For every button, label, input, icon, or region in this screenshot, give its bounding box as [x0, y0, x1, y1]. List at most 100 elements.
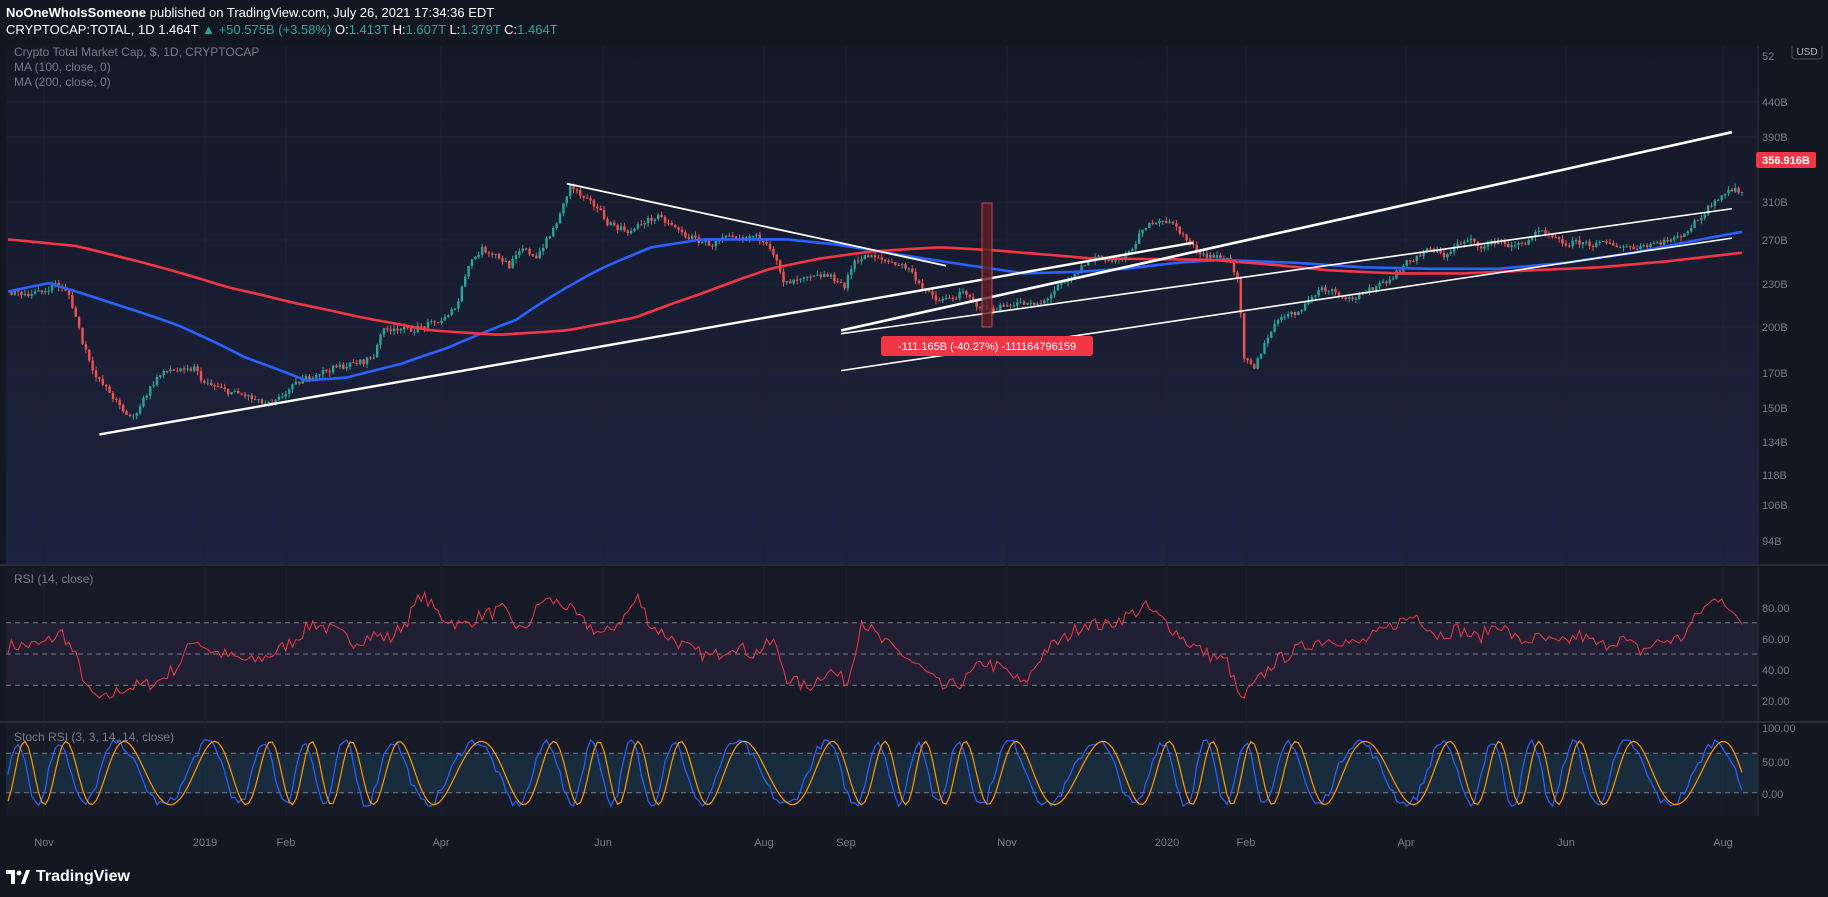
candle-body: [856, 260, 860, 262]
candle-body: [359, 359, 362, 364]
candle-body: [613, 222, 616, 226]
candle-body: [1601, 241, 1605, 243]
rsi-tick-label: 40.00: [1762, 665, 1790, 677]
legend-ma200[interactable]: MA (200, close, 0): [14, 75, 111, 89]
candle-body: [545, 238, 548, 248]
candle-body: [941, 298, 944, 301]
candle-body: [1012, 305, 1016, 307]
low-value: 1.379T: [460, 22, 501, 37]
candle-body: [839, 282, 843, 284]
trendline-support[interactable]: [99, 241, 1194, 436]
candle-body: [1158, 221, 1161, 223]
candle-body: [294, 381, 298, 385]
candle-body: [802, 277, 806, 279]
candle-body: [1232, 261, 1236, 273]
candle-body: [1537, 230, 1540, 232]
symbol-name[interactable]: CRYPTOCAP:TOTAL, 1D: [6, 22, 155, 37]
candle-body: [1253, 364, 1256, 369]
high-label: H:: [392, 22, 406, 37]
candle-body: [592, 200, 596, 207]
candle-body: [538, 251, 541, 259]
candle-body: [643, 222, 646, 225]
currency-button[interactable]: [1791, 46, 1823, 60]
candle-body: [1693, 220, 1696, 228]
trendline-resistance[interactable]: [566, 182, 947, 267]
candle-body: [927, 290, 931, 292]
candle-body: [1209, 254, 1212, 258]
y-tick-label: 134B: [1762, 437, 1788, 449]
candle-body: [728, 235, 731, 237]
publish-header: NoOneWhoIsSomeone published on TradingVi…: [0, 0, 1828, 44]
high-value: 1.607T: [405, 22, 446, 37]
candle-body: [1046, 298, 1049, 301]
tradingview-logo[interactable]: TradingView: [6, 868, 130, 886]
candle-body: [413, 331, 416, 333]
candle-body: [382, 328, 386, 335]
candle-body: [331, 365, 335, 373]
x-tick-label: Apr: [1397, 837, 1414, 849]
stoch-tick-label: 50.00: [1762, 757, 1790, 769]
candle-body: [47, 290, 50, 292]
candle-body: [37, 290, 40, 292]
publish-info: NoOneWhoIsSomeone published on TradingVi…: [6, 5, 494, 20]
candle-body: [1137, 233, 1141, 244]
candle-body: [484, 246, 487, 253]
x-tick-label: Apr: [432, 837, 449, 849]
candle-body: [1391, 278, 1395, 280]
legend-rsi[interactable]: RSI (14, close): [14, 572, 93, 586]
x-tick-label: 2019: [193, 837, 217, 849]
candle-body: [1435, 250, 1439, 253]
candle-body: [1134, 243, 1137, 249]
open-value: 1.413T: [348, 22, 389, 37]
candle-body: [372, 357, 375, 359]
candle-body: [13, 289, 16, 295]
last-price-badge: [1756, 152, 1816, 168]
candle-body: [914, 271, 917, 281]
candle-body: [1717, 199, 1720, 201]
candle-body: [67, 290, 71, 295]
candle-body: [1053, 290, 1056, 295]
candle-body: [419, 325, 423, 327]
candle-body: [226, 388, 230, 395]
candle-body: [1408, 260, 1412, 262]
candle-body: [1381, 281, 1385, 283]
candle-body: [50, 283, 54, 291]
legend-stoch[interactable]: Stoch RSI (3, 3, 14, 14, close): [14, 730, 174, 744]
candle-body: [1703, 214, 1706, 218]
x-tick-label: Sep: [836, 837, 856, 849]
chart-canvas[interactable]: -111.165B (-40.27%) -111164796159 Crypto…: [0, 46, 1828, 860]
candle-body: [1124, 254, 1127, 260]
legend-ma100[interactable]: MA (100, close, 0): [14, 60, 111, 74]
candle-body: [572, 184, 575, 190]
candle-body: [890, 261, 894, 263]
candle-body: [518, 251, 521, 256]
candle-body: [1263, 343, 1266, 354]
x-tick-label: Feb: [277, 837, 296, 849]
candle-body: [1412, 260, 1415, 262]
candle-body: [955, 298, 958, 300]
stoch-tick-label: 0.00: [1762, 789, 1783, 801]
measure-box[interactable]: [981, 202, 993, 328]
author-name[interactable]: NoOneWhoIsSomeone: [6, 5, 147, 20]
candle-body: [71, 294, 74, 308]
candle-body: [1056, 284, 1060, 291]
candle-body: [619, 226, 623, 230]
candle-body: [1571, 240, 1574, 247]
candle-body: [152, 384, 155, 387]
candle-body: [304, 376, 308, 379]
candle-body: [816, 274, 819, 276]
candle-body: [267, 402, 270, 404]
candle-body: [1029, 302, 1032, 304]
symbol-quote: CRYPTOCAP:TOTAL, 1D 1.464T ▲ +50.575B (+…: [6, 22, 558, 37]
candle-body: [1686, 231, 1690, 234]
candle-body: [768, 243, 772, 250]
candle-body: [443, 317, 447, 321]
candle-body: [1442, 252, 1446, 258]
candle-body: [975, 300, 978, 307]
candle-body: [1676, 236, 1679, 238]
candle-body: [1097, 255, 1100, 257]
candle-body: [1358, 293, 1361, 299]
candle-body: [978, 306, 982, 308]
candle-body: [1486, 244, 1490, 247]
candle-body: [555, 223, 558, 229]
